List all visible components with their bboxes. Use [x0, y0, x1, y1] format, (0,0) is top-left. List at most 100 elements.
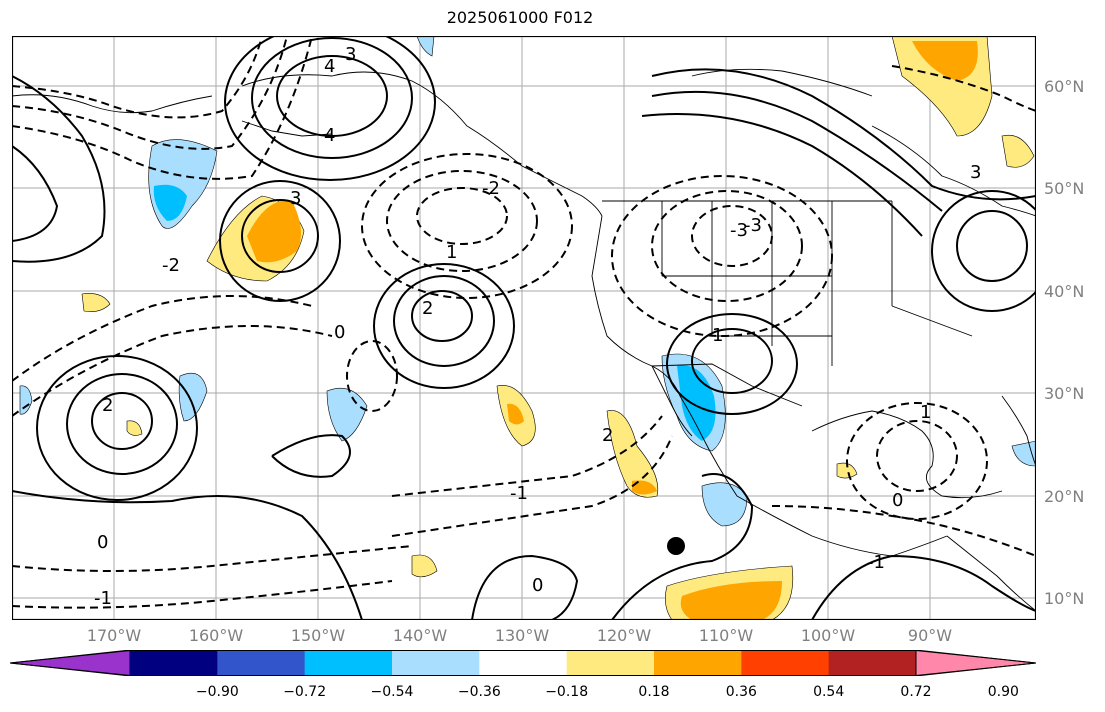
coast-baja	[651, 365, 693, 437]
contours-solid	[12, 36, 1036, 620]
coast-bering	[12, 94, 213, 114]
colorbar-segment	[566, 650, 655, 676]
border-us-mexico	[651, 363, 803, 407]
graticule	[12, 36, 1036, 620]
coastlines	[12, 68, 1036, 612]
contour-high-mid-1	[411, 290, 473, 342]
shade-yellow-east	[1001, 134, 1035, 168]
contour-label: 2	[602, 425, 613, 446]
shade-yellow-small1	[81, 293, 111, 312]
state-lines	[661, 201, 973, 366]
shade-blue-gulf	[1011, 440, 1036, 467]
contour-high-west-3	[36, 355, 198, 501]
contour-trop-4	[12, 580, 393, 609]
contour-label: 2	[422, 298, 433, 319]
contour-trop-2	[391, 435, 673, 537]
contour-high-alaska-2	[251, 37, 413, 159]
lat-label: 40°N	[1044, 282, 1085, 301]
shade-orange-pacific	[247, 200, 301, 263]
lat-label: 50°N	[1044, 179, 1085, 198]
lon-label: 100°W	[800, 626, 856, 645]
map-border	[12, 36, 1036, 620]
contour-high-baja	[691, 328, 773, 394]
shade-blue-bering	[148, 139, 218, 229]
contour-high-ne-1	[956, 210, 1028, 282]
contour-high-pac-1	[241, 199, 319, 273]
shading-warm-patches	[81, 36, 1035, 620]
lat-label: 20°N	[1044, 487, 1085, 506]
contour-low-pac-1	[416, 187, 508, 245]
contour-label: -1	[510, 483, 528, 504]
contour-low-west-3	[611, 175, 833, 337]
contour-low-west-2	[651, 190, 803, 302]
lat-label: 60°N	[1044, 77, 1085, 96]
shade-orange-mid	[507, 403, 524, 425]
lat-label: 30°N	[1044, 384, 1085, 403]
contours-dashed	[12, 36, 1036, 609]
colorbar-segment	[304, 650, 393, 676]
colorbar-tick-label: 0.72	[900, 684, 932, 700]
contour-high-baja-2	[666, 313, 798, 415]
contour-high-alaska-1	[276, 55, 388, 137]
contour-low-west-1	[691, 205, 773, 267]
colorbar-tick-label: −0.90	[195, 684, 239, 700]
shade-blue-west	[178, 372, 208, 422]
contour-high-pac-2	[219, 180, 341, 302]
contour-label: 4	[324, 56, 335, 77]
colorbar-segment	[392, 650, 480, 676]
colorbar-tick-label: −0.36	[457, 684, 501, 700]
contour-low-gulf-2	[846, 402, 988, 520]
colorbar-segment	[654, 650, 742, 676]
contour-se	[811, 554, 1036, 620]
colorbar-segment	[828, 650, 917, 676]
shade-yellow-west	[126, 420, 143, 436]
contour-label: 3	[970, 162, 981, 183]
contour-label: -2	[482, 178, 500, 199]
coast-florida	[1001, 395, 1036, 467]
map-title: 2025061000 F012	[446, 8, 594, 27]
shade-orange-ne	[912, 41, 978, 81]
coast-hudson	[871, 125, 1036, 217]
contour-ne-1	[891, 65, 1036, 112]
lon-label: 120°W	[596, 626, 652, 645]
contour-label: 3	[290, 188, 301, 209]
shade-blue-mid	[326, 387, 368, 442]
contour-label: -3	[744, 215, 762, 236]
shade-yellow-gulf	[836, 462, 858, 479]
contour-label: 1	[712, 325, 723, 346]
shade-orange-eqpac	[680, 581, 782, 620]
coast-gulf	[811, 410, 1003, 499]
contour-low-gulf-1	[876, 420, 958, 492]
contour-label: 1	[920, 402, 931, 423]
contour-high-west-1	[91, 392, 153, 450]
shade-blue-left	[19, 385, 33, 415]
contour-left-1	[12, 75, 106, 263]
contour-label: -1	[867, 552, 885, 573]
coast-central-america	[946, 535, 1036, 612]
contour-label: 0	[97, 532, 108, 553]
contour-label: 0	[892, 490, 903, 511]
contour-trop-3	[12, 545, 413, 572]
shade-blue-alaska	[416, 36, 435, 57]
colorbar-extend-min	[10, 650, 131, 676]
lon-label: 150°W	[290, 626, 346, 645]
shading-blue-patches	[19, 36, 1036, 527]
coast-canada-n	[691, 68, 873, 97]
lon-label: 160°W	[188, 626, 244, 645]
contour-high-mid-3	[373, 263, 515, 389]
contour-sub-2	[12, 325, 333, 417]
lon-label: 130°W	[494, 626, 550, 645]
contour-canada-3	[641, 113, 923, 237]
contour-label: 0	[532, 575, 543, 596]
lon-label: 90°W	[907, 626, 953, 645]
contour-label: -1	[94, 588, 112, 609]
contour-low-pac-3	[361, 153, 573, 299]
contour-zero-eq	[471, 554, 579, 620]
contour-label: 2	[102, 395, 113, 416]
colorbar-segments	[10, 650, 1036, 676]
contour-se-dash	[771, 505, 1036, 557]
colorbar-tick-label: 0.18	[638, 684, 670, 700]
contour-zero-south	[12, 490, 363, 620]
contour-label: 1	[446, 242, 457, 263]
colorbar-extend-max	[915, 650, 1036, 676]
